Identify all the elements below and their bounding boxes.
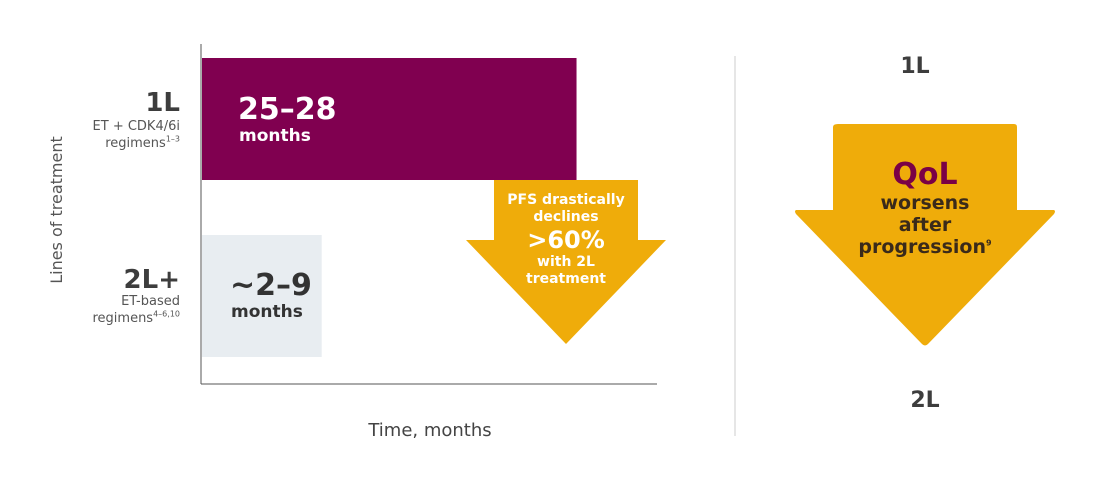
x-axis-title: Time, months	[368, 420, 492, 441]
qol-top-label: 1L	[900, 54, 930, 79]
bar-1l-value-label: 25–28	[238, 92, 337, 127]
pfs-line2: declines	[533, 209, 599, 225]
category-label-2l: 2L+	[123, 265, 180, 295]
category-sub2-2l-text: regimens	[92, 311, 154, 326]
qol-line3-wrap: progression9	[835, 236, 1015, 258]
pfs-arrow-text: PFS drastically declines >60% with 2L tr…	[494, 192, 638, 288]
bar-2l-unit-label: months	[231, 302, 303, 322]
category-sub2-1l: regimens1–3	[40, 135, 180, 152]
qol-bottom-label: 2L	[910, 388, 940, 413]
category-sub-2l: ET-based	[121, 294, 180, 309]
bar-2l-value-label: ~2–9	[230, 268, 312, 303]
qol-line3: progression	[858, 236, 986, 258]
qol-arrow-text: QoL worsens after progression9	[835, 157, 1015, 259]
qol-footnote: 9	[986, 238, 992, 248]
footnote-1l: 1–3	[165, 134, 180, 144]
footnote-2l: 4–6,10	[153, 309, 180, 319]
bar-2l	[202, 235, 322, 357]
bar-1l-unit-label: months	[239, 126, 311, 146]
category-sub2-1l-text: regimens	[105, 136, 166, 151]
pfs-line3: with 2L	[537, 254, 595, 270]
category-label-1l: 1L	[145, 88, 180, 118]
qol-title: QoL	[892, 157, 958, 192]
pfs-line4: treatment	[526, 271, 606, 287]
pfs-decline-arrow	[466, 180, 666, 344]
qol-line2: after	[898, 214, 952, 236]
qol-decline-arrow	[795, 124, 1055, 346]
category-sub-1l: ET + CDK4/6i	[92, 119, 180, 134]
qol-line1: worsens	[880, 192, 970, 214]
pfs-big: >60%	[527, 226, 605, 254]
category-sub2-2l: regimens4–6,10	[40, 310, 180, 327]
bar-1l	[202, 58, 577, 180]
pfs-line1: PFS drastically	[507, 192, 625, 208]
